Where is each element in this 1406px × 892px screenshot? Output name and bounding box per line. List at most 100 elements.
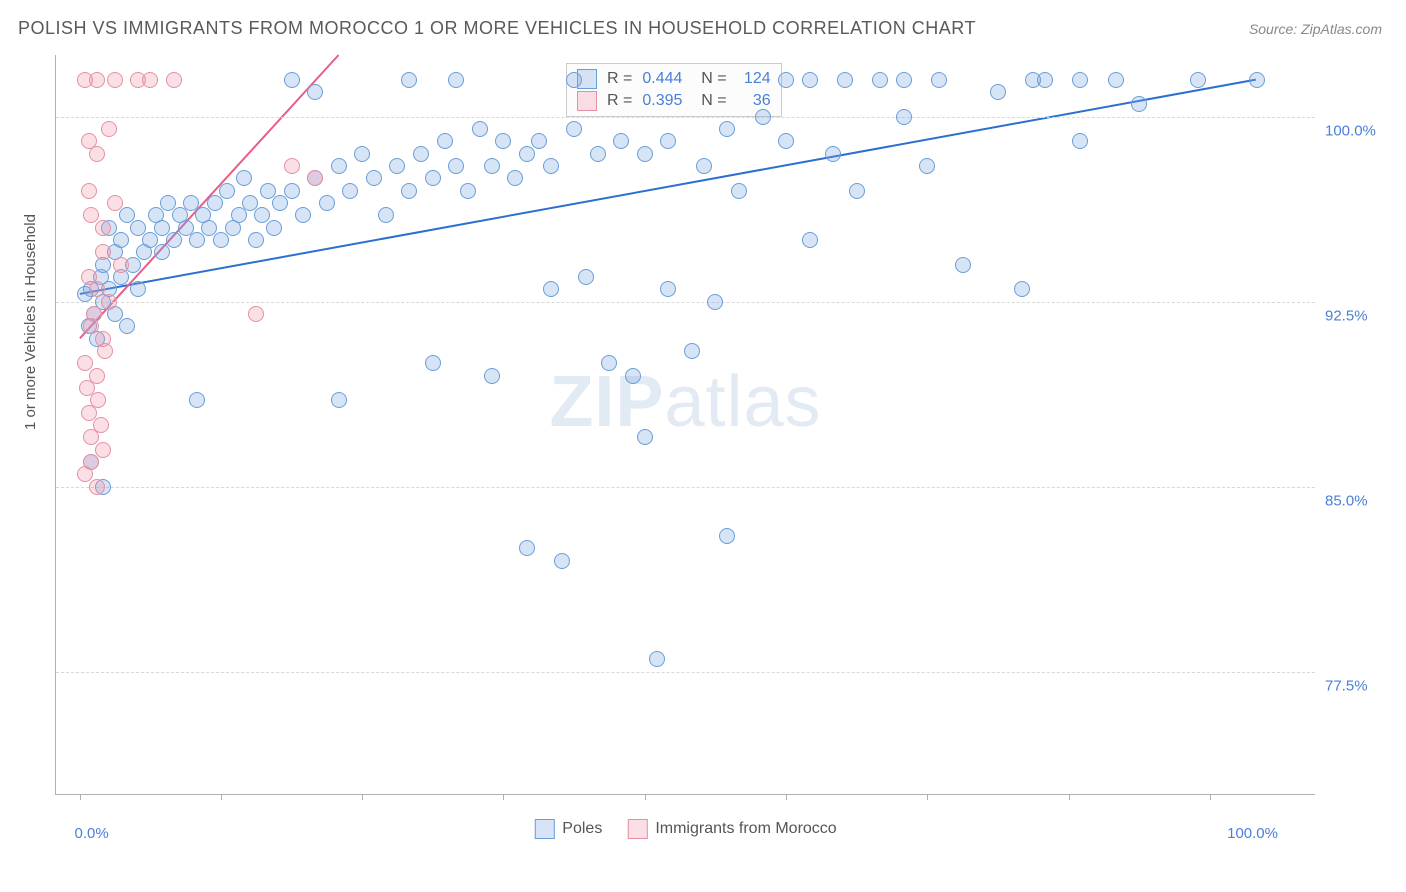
data-point	[95, 244, 111, 260]
stat-label: R =	[607, 92, 632, 110]
y-axis-label: 1 or more Vehicles in Household	[22, 214, 39, 430]
data-point	[719, 528, 735, 544]
data-point	[507, 170, 523, 186]
stats-row: R =0.444 N =124	[577, 68, 771, 90]
data-point	[248, 306, 264, 322]
data-point	[266, 220, 282, 236]
data-point	[113, 232, 129, 248]
data-point	[113, 257, 129, 273]
stats-row: R =0.395 N =36	[577, 90, 771, 112]
data-point	[107, 72, 123, 88]
data-point	[207, 195, 223, 211]
data-point	[578, 269, 594, 285]
data-point	[366, 170, 382, 186]
data-point	[590, 146, 606, 162]
data-point	[684, 343, 700, 359]
data-point	[931, 72, 947, 88]
data-point	[95, 220, 111, 236]
data-point	[543, 158, 559, 174]
legend-item: Poles	[534, 819, 602, 839]
data-point	[1037, 72, 1053, 88]
data-point	[1190, 72, 1206, 88]
x-tick	[362, 794, 363, 800]
data-point	[97, 343, 113, 359]
legend-item: Immigrants from Morocco	[627, 819, 836, 839]
gridline	[56, 487, 1315, 488]
data-point	[566, 121, 582, 137]
data-point	[543, 281, 559, 297]
x-tick-label: 100.0%	[1227, 825, 1278, 842]
data-point	[696, 158, 712, 174]
data-point	[319, 195, 335, 211]
data-point	[484, 368, 500, 384]
data-point	[101, 121, 117, 137]
data-point	[637, 146, 653, 162]
data-point	[166, 232, 182, 248]
data-point	[354, 146, 370, 162]
data-point	[142, 72, 158, 88]
data-point	[495, 133, 511, 149]
data-point	[625, 368, 641, 384]
y-tick-label: 77.5%	[1325, 677, 1395, 694]
data-point	[802, 72, 818, 88]
y-tick-label: 100.0%	[1325, 122, 1395, 139]
series-swatch	[534, 819, 554, 839]
data-point	[307, 84, 323, 100]
data-point	[896, 109, 912, 125]
x-tick	[927, 794, 928, 800]
data-point	[448, 158, 464, 174]
data-point	[401, 72, 417, 88]
x-tick	[786, 794, 787, 800]
series-swatch	[627, 819, 647, 839]
data-point	[1072, 72, 1088, 88]
data-point	[1014, 281, 1030, 297]
data-point	[484, 158, 500, 174]
data-point	[601, 355, 617, 371]
data-point	[660, 281, 676, 297]
data-point	[189, 392, 205, 408]
data-point	[719, 121, 735, 137]
data-point	[778, 72, 794, 88]
data-point	[660, 133, 676, 149]
data-point	[637, 429, 653, 445]
data-point	[231, 207, 247, 223]
data-point	[437, 133, 453, 149]
gridline	[56, 117, 1315, 118]
x-tick-label: 0.0%	[75, 825, 109, 842]
data-point	[86, 306, 102, 322]
legend-label: Immigrants from Morocco	[655, 820, 836, 838]
x-tick	[221, 794, 222, 800]
data-point	[1249, 72, 1265, 88]
stat-r-value: 0.444	[642, 70, 682, 88]
data-point	[89, 72, 105, 88]
data-point	[1072, 133, 1088, 149]
data-point	[219, 183, 235, 199]
chart-title: POLISH VS IMMIGRANTS FROM MOROCCO 1 OR M…	[18, 18, 976, 39]
x-tick	[1069, 794, 1070, 800]
chart-plot-area: ZIPatlas R =0.444 N =124R =0.395 N =36 P…	[55, 55, 1315, 795]
data-point	[101, 294, 117, 310]
stat-label: N =	[692, 70, 726, 88]
data-point	[213, 232, 229, 248]
gridline	[56, 302, 1315, 303]
x-tick	[1210, 794, 1211, 800]
data-point	[331, 392, 347, 408]
data-point	[295, 207, 311, 223]
data-point	[554, 553, 570, 569]
correlation-stats-box: R =0.444 N =124R =0.395 N =36	[566, 63, 782, 117]
data-point	[460, 183, 476, 199]
data-point	[955, 257, 971, 273]
data-point	[825, 146, 841, 162]
y-tick-label: 85.0%	[1325, 492, 1395, 509]
stat-label: N =	[692, 92, 726, 110]
chart-header: POLISH VS IMMIGRANTS FROM MOROCCO 1 OR M…	[0, 0, 1406, 49]
data-point	[89, 479, 105, 495]
stat-label: R =	[607, 70, 632, 88]
data-point	[837, 72, 853, 88]
series-swatch	[577, 91, 597, 111]
data-point	[272, 195, 288, 211]
data-point	[413, 146, 429, 162]
data-point	[519, 540, 535, 556]
data-point	[778, 133, 794, 149]
data-point	[236, 170, 252, 186]
